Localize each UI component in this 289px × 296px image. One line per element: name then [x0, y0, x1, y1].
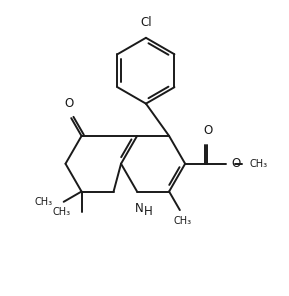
- Text: CH₃: CH₃: [250, 159, 268, 169]
- Text: O: O: [65, 97, 74, 110]
- Text: O: O: [231, 157, 240, 170]
- Text: H: H: [144, 205, 152, 218]
- Text: CH₃: CH₃: [35, 197, 53, 207]
- Text: CH₃: CH₃: [174, 216, 192, 226]
- Text: N: N: [134, 202, 143, 215]
- Text: O: O: [203, 124, 213, 137]
- Text: CH₃: CH₃: [53, 207, 71, 217]
- Text: Cl: Cl: [140, 16, 152, 29]
